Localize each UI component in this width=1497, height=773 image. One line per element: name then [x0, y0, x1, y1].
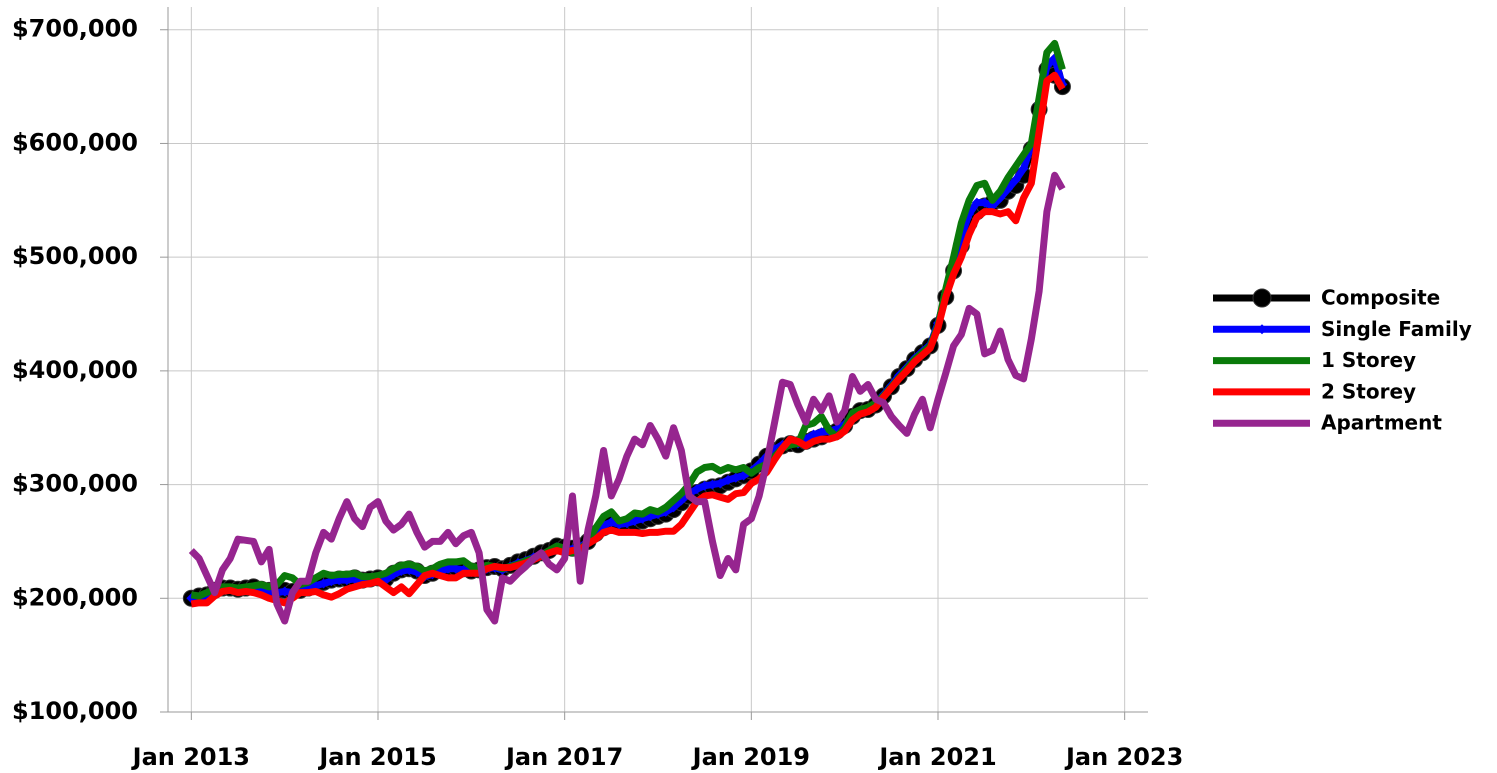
point — [1018, 163, 1029, 174]
point — [715, 478, 726, 489]
legend: Composite Single Family 1 Storey 2 Storey Ap… — [1213, 286, 1472, 435]
point — [699, 480, 710, 491]
legend-label: Single Family — [1321, 317, 1472, 341]
point — [979, 197, 990, 208]
series — [190, 71, 1066, 608]
legend-label: Apartment — [1321, 411, 1442, 435]
point — [1010, 174, 1021, 185]
legend-marker — [1252, 288, 1272, 308]
point — [707, 479, 718, 490]
y-tick-label: $400,000 — [12, 356, 138, 384]
series — [188, 171, 1066, 625]
legend-label: 2 Storey — [1321, 379, 1416, 403]
point — [318, 578, 329, 589]
y-tick-label: $200,000 — [12, 583, 138, 611]
point — [723, 475, 733, 486]
x-tick-label: Jan 2013 — [131, 743, 250, 771]
point — [730, 472, 741, 483]
point — [450, 563, 461, 574]
x-tick-label: Jan 2017 — [504, 743, 623, 771]
point — [279, 586, 290, 597]
point — [691, 484, 702, 495]
legend-label: 1 Storey — [1321, 348, 1416, 372]
x-tick-label: Jan 2015 — [317, 743, 436, 771]
line — [188, 171, 1066, 625]
y-tick-label: $100,000 — [12, 697, 138, 725]
legend-marker — [1257, 324, 1267, 335]
y-tick-label: $600,000 — [12, 128, 138, 156]
point — [971, 197, 982, 208]
point — [816, 427, 827, 438]
line — [190, 71, 1066, 608]
x-tick-label: Jan 2019 — [691, 743, 810, 771]
x-tick-label: Jan 2021 — [877, 743, 996, 771]
point — [326, 576, 337, 587]
y-tick-label: $300,000 — [12, 470, 138, 498]
y-tick-label: $700,000 — [12, 15, 138, 43]
y-tick-label: $500,000 — [12, 242, 138, 270]
x-tick-label: Jan 2023 — [1064, 743, 1183, 771]
legend-label: Composite — [1321, 286, 1440, 310]
